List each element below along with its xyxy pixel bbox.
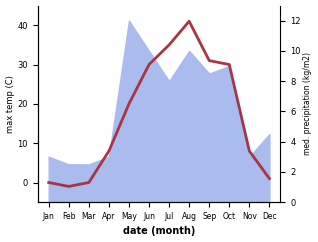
Y-axis label: med. precipitation (kg/m2): med. precipitation (kg/m2) <box>303 52 313 155</box>
Y-axis label: max temp (C): max temp (C) <box>5 75 15 133</box>
X-axis label: date (month): date (month) <box>123 227 195 236</box>
